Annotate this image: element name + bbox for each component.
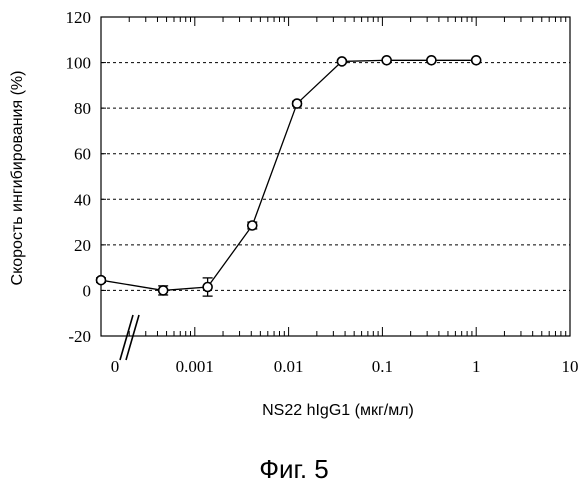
data-point (248, 221, 257, 230)
axes (101, 17, 570, 360)
x-tick-label: 0.1 (372, 357, 393, 376)
tick-labels: -20 0 20 40 60 80 100 120 0 0.001 0.01 0.1 1 10 (66, 8, 579, 376)
x-tick-label: 0.001 (176, 357, 214, 376)
y-tick-label: -20 (68, 327, 91, 346)
y-tick-label: 120 (66, 8, 92, 27)
gridlines (101, 63, 570, 291)
x-tick-label: 1 (472, 357, 481, 376)
data-point (293, 99, 302, 108)
y-tick-label: 60 (74, 145, 91, 164)
data-point (472, 56, 481, 65)
y-axis-label: Скорость ингибирования (%) (9, 71, 26, 286)
x-tick-label: 10 (562, 357, 579, 376)
x-axis-label: NS22 hIgG1 (мкг/мл) (262, 402, 414, 419)
x-tick-label: 0.01 (274, 357, 304, 376)
series-line (101, 60, 476, 290)
y-tick-label: 40 (74, 190, 91, 209)
axis-break-mark (120, 315, 133, 360)
plot-frame (101, 17, 570, 336)
data-point (337, 57, 346, 66)
data-point (382, 56, 391, 65)
data-series (96, 56, 481, 296)
inhibition-chart: -20 0 20 40 60 80 100 120 0 0.001 0.01 0.1 1 10 NS22 … (0, 0, 588, 440)
axis-break-mark (126, 315, 139, 360)
y-tick-label: 80 (74, 99, 91, 118)
y-tick-label: 0 (83, 281, 92, 300)
y-tick-label: 20 (74, 236, 91, 255)
figure-caption: Фиг. 5 (0, 454, 588, 485)
data-point (97, 276, 106, 285)
x-tick-label: 0 (111, 357, 120, 376)
y-tick-label: 100 (66, 54, 92, 73)
data-point (159, 286, 168, 295)
data-point (427, 56, 436, 65)
data-point (203, 283, 212, 292)
